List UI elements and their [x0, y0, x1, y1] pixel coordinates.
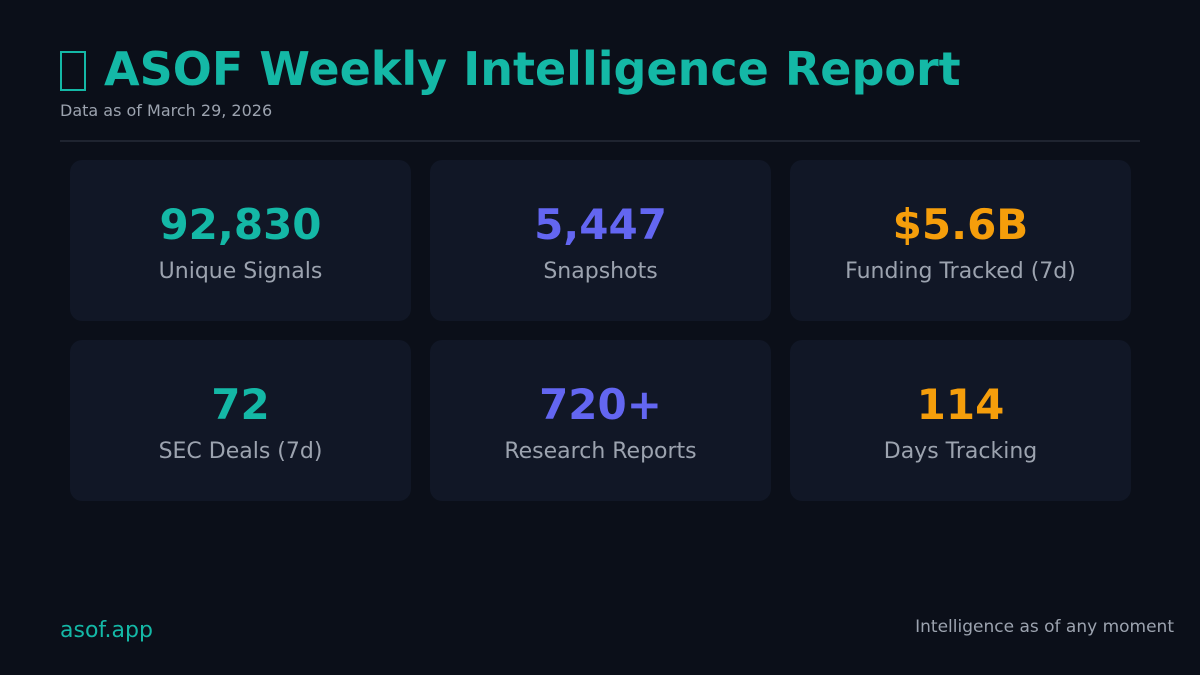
clipboard-icon — [60, 51, 86, 91]
stat-label: Unique Signals — [158, 259, 323, 284]
stat-card-snapshots: 5,447 Snapshots — [430, 160, 771, 321]
title-text: ASOF Weekly Intelligence Report — [104, 42, 961, 96]
data-date: Data as of March 29, 2026 — [60, 101, 273, 120]
tagline: Intelligence as of any moment — [915, 617, 1174, 637]
stat-card-days-tracking: 114 Days Tracking — [790, 340, 1131, 501]
stat-label: SEC Deals (7d) — [158, 439, 323, 464]
stat-value: 5,447 — [534, 200, 667, 249]
stat-card-unique-signals: 92,830 Unique Signals — [70, 160, 411, 321]
stat-label: Funding Tracked (7d) — [845, 259, 1076, 284]
stat-value: 92,830 — [159, 200, 322, 249]
stat-value: 114 — [916, 380, 1005, 429]
divider — [60, 140, 1140, 142]
stat-card-sec-deals: 72 SEC Deals (7d) — [70, 340, 411, 501]
stat-card-research-reports: 720+ Research Reports — [430, 340, 771, 501]
stat-value: 72 — [211, 380, 270, 429]
stats-grid: 92,830 Unique Signals 5,447 Snapshots $5… — [70, 160, 1131, 501]
page-title: ASOF Weekly Intelligence Report — [60, 40, 961, 98]
stat-value: 720+ — [539, 380, 662, 429]
stat-value: $5.6B — [892, 200, 1029, 249]
stat-label: Snapshots — [543, 259, 658, 284]
stat-label: Research Reports — [504, 439, 697, 464]
site-link[interactable]: asof.app — [60, 618, 153, 643]
stat-card-funding-tracked: $5.6B Funding Tracked (7d) — [790, 160, 1131, 321]
stat-label: Days Tracking — [883, 439, 1038, 464]
